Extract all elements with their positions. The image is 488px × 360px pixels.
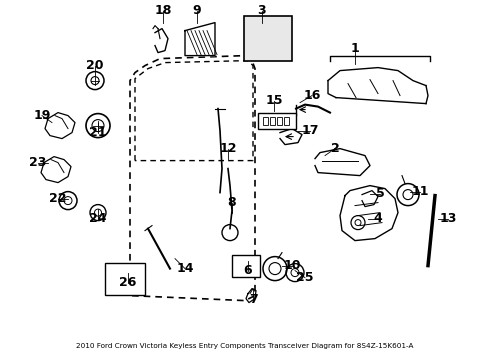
Text: 13: 13 — [438, 212, 456, 225]
Bar — [263, 117, 267, 125]
Text: 2: 2 — [330, 142, 339, 155]
Text: 26: 26 — [119, 276, 137, 289]
Text: 19: 19 — [33, 109, 51, 122]
Text: 7: 7 — [248, 293, 257, 306]
Text: 15: 15 — [264, 94, 282, 107]
Bar — [284, 117, 288, 125]
Bar — [231, 255, 260, 276]
Text: 5: 5 — [375, 187, 384, 200]
Text: 20: 20 — [86, 59, 103, 72]
Text: 6: 6 — [243, 264, 252, 277]
Text: 16: 16 — [303, 89, 320, 102]
Bar — [276, 117, 282, 125]
Text: 17: 17 — [301, 124, 318, 137]
Text: 10: 10 — [283, 259, 300, 272]
Polygon shape — [184, 23, 215, 55]
Text: 1: 1 — [350, 42, 359, 55]
Text: 25: 25 — [296, 271, 313, 284]
Text: 12: 12 — [219, 142, 236, 155]
Bar — [244, 15, 291, 60]
Bar — [269, 117, 274, 125]
Text: 14: 14 — [176, 262, 193, 275]
Text: 8: 8 — [227, 196, 236, 209]
Text: 3: 3 — [257, 4, 266, 17]
Text: 24: 24 — [89, 212, 106, 225]
Text: 4: 4 — [373, 212, 382, 225]
Bar — [258, 113, 295, 129]
Text: 21: 21 — [89, 126, 106, 139]
Text: 11: 11 — [410, 185, 428, 198]
Text: 2010 Ford Crown Victoria Keyless Entry Components Transceiver Diagram for 8S4Z-1: 2010 Ford Crown Victoria Keyless Entry C… — [76, 343, 412, 348]
Bar — [105, 262, 145, 294]
Text: 18: 18 — [154, 4, 171, 17]
Text: 23: 23 — [29, 156, 46, 169]
Text: 22: 22 — [49, 192, 67, 205]
Text: 9: 9 — [192, 4, 201, 17]
